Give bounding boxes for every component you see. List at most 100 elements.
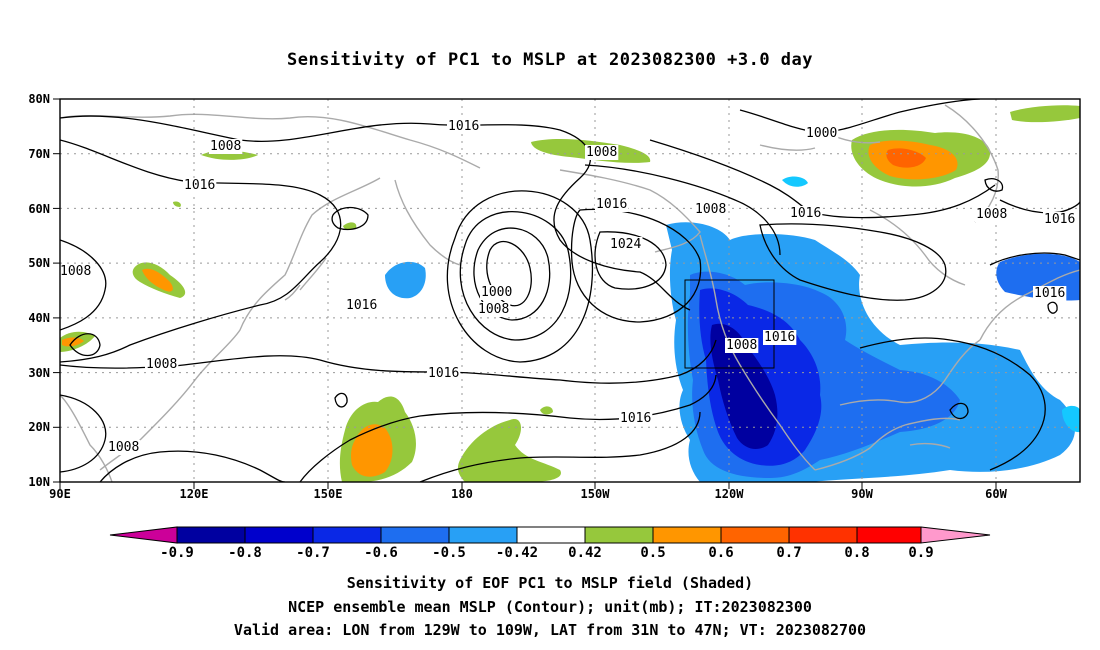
contour-line [739, 99, 981, 133]
contour-line [859, 337, 1046, 471]
figure-title: Sensitivity of PC1 to MSLP at 2023082300… [286, 50, 813, 70]
lat-tick-label: 40N [28, 311, 50, 325]
colorbar-label: 0.5 [640, 545, 665, 561]
contour-label: 1008 [976, 207, 1007, 222]
positive-sensitivity-asia-core [142, 268, 173, 292]
contour-line [446, 190, 594, 363]
lon-tick-label: 180 [451, 487, 473, 501]
caribbean-islands [904, 417, 961, 449]
india-coast [60, 394, 113, 482]
caption-valid-area: Valid area: LON from 129W to 109W, LAT f… [233, 621, 867, 639]
contour-label-background [585, 145, 619, 160]
positive-sensitivity-central-pacific [457, 419, 561, 482]
contour-label: 1008 [60, 264, 91, 279]
contour-label-background [609, 237, 643, 252]
asia-east-coast [99, 177, 381, 471]
contour-line [570, 208, 702, 323]
lon-tick-label: 150E [314, 487, 343, 501]
colorbar [109, 526, 991, 544]
caption-contour: NCEP ensemble mean MSLP (Contour); unit(… [288, 598, 812, 616]
map-frame [59, 98, 1081, 483]
colorbar-label: 0.42 [568, 545, 602, 561]
colorbar-label: -0.7 [296, 545, 330, 561]
contour-line [331, 206, 369, 231]
contour-line [759, 223, 947, 301]
contour-label: 1016 [596, 197, 627, 212]
north-america-west-coast [699, 234, 816, 471]
colorbar-segment [380, 526, 450, 544]
contour-label-background [694, 202, 728, 217]
colorbar-segment [720, 526, 790, 544]
colorbar-label: -0.5 [432, 545, 466, 561]
colorbar-label: -0.42 [496, 545, 538, 561]
contour-label-background [805, 126, 839, 141]
positive-sensitivity-pacific-south-core [351, 424, 393, 477]
contour-label-background [209, 139, 243, 154]
contour-label: 1008 [210, 139, 241, 154]
colorbar-label: -0.6 [364, 545, 398, 561]
contour-line [989, 252, 1080, 266]
contour-label-background [145, 357, 179, 372]
lat-tick-label: 70N [28, 147, 50, 161]
contour-label-background [1043, 212, 1077, 227]
valid-area-box [684, 279, 775, 369]
contour-line [999, 199, 1080, 214]
longitude-labels: 90E 120E 150E 180 150W 120W 90W 60W [49, 487, 1007, 501]
negative-sensitivity-max [710, 323, 778, 450]
contour-label: 1016 [428, 366, 459, 381]
contour-labels: 1016 1008 1016 1008 1008 1016 1000 1016 … [59, 119, 1077, 455]
lon-tick-label: 120E [180, 487, 209, 501]
contour-line [584, 164, 781, 256]
lat-tick-label: 60N [28, 202, 50, 216]
contour-line [334, 392, 348, 408]
contour-label: 1000 [481, 285, 512, 300]
contour-label: 1008 [478, 302, 509, 317]
contour-line [99, 450, 286, 482]
contour-label-background [183, 178, 217, 193]
contour-label: 1016 [1034, 286, 1065, 301]
contour-label: 1016 [1044, 212, 1075, 227]
asia-north-coast [60, 113, 481, 169]
central-america-coast [814, 424, 906, 471]
contour-line [60, 239, 107, 331]
contour-label-background [480, 285, 514, 300]
contour-label: 1008 [146, 357, 177, 372]
contour-line [486, 240, 532, 307]
japan-islands [284, 257, 327, 301]
contour-label: 1008 [695, 202, 726, 217]
colorbar-labels: -0.9 -0.8 -0.7 -0.6 -0.5 -0.42 0.42 0.5 … [160, 545, 934, 561]
lat-tick-label: 10N [28, 475, 50, 489]
colorbar-segment [652, 526, 722, 544]
north-america-east-coast [979, 269, 1080, 341]
contour-label-background [427, 366, 461, 381]
contour-label: 1016 [764, 330, 795, 345]
contour-label: 1016 [346, 298, 377, 313]
contour-label: 1008 [586, 145, 617, 160]
colorbar-segment [516, 526, 586, 544]
latitude-labels: 80N 70N 60N 50N 40N 30N 20N 10N [28, 92, 50, 489]
contour-line [984, 178, 1004, 192]
contour-line [419, 411, 701, 482]
positive-sensitivity-dot-2 [343, 222, 357, 230]
colorbar-segment [244, 526, 314, 544]
positive-sensitivity-dot-1 [540, 406, 553, 415]
colorbar-left-arrow [109, 526, 178, 544]
contour-label: 1016 [620, 411, 651, 426]
colorbar-label: 0.7 [776, 545, 801, 561]
contour-line [459, 211, 572, 341]
contour-label: 1000 [806, 126, 837, 141]
contour-label: 1016 [184, 178, 215, 193]
colorbar-segment [312, 526, 382, 544]
contour-line [473, 227, 551, 321]
colorbar-segment [856, 526, 922, 544]
kamchatka-coast [394, 179, 461, 266]
lon-tick-label: 150W [581, 487, 611, 501]
alaska-coast [559, 169, 701, 253]
contour-label-background [725, 338, 759, 353]
contour-label-background [1033, 286, 1067, 301]
contour-label: 1008 [726, 338, 757, 353]
contour-label-background [619, 411, 653, 426]
hudson-bay-coast [869, 209, 966, 286]
sensitivity-shading [60, 105, 1080, 482]
